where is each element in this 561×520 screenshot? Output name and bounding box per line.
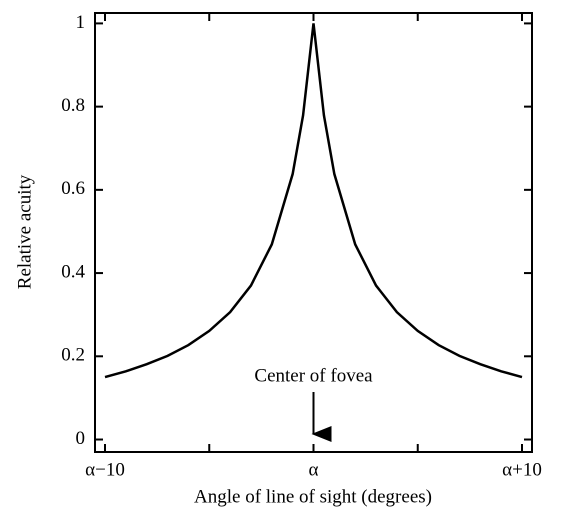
y-tick-label: 0.2 — [61, 345, 85, 366]
line — [104, 23, 523, 379]
y-tick-label: 1 — [76, 12, 86, 33]
y-tick-label: 0 — [76, 428, 86, 449]
y-tick-label: 0.6 — [61, 178, 85, 199]
x-tick-label: α+10 — [502, 459, 542, 480]
x-tick-label: α — [309, 459, 319, 480]
y-tick-label: 0.8 — [61, 95, 85, 116]
y-axis-label: Relative acuity — [14, 174, 35, 289]
annotation: Center of fovea — [254, 365, 373, 386]
y-tick-label: 0.4 — [61, 261, 85, 282]
x-axis-label: Angle of line of sight (degrees) — [194, 486, 432, 507]
x-tick-label: α−10 — [85, 459, 125, 480]
